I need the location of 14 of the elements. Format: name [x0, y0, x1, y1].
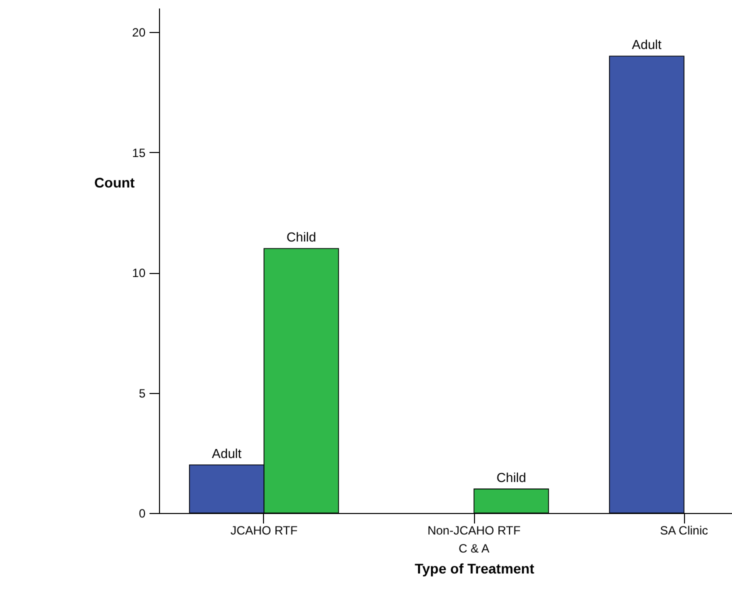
y-axis-title: Count	[94, 174, 136, 190]
x-tick-label: JCAHO RTF	[230, 524, 298, 538]
x-tick-label: SA Clinic	[660, 524, 708, 538]
y-tick-label: 15	[132, 146, 146, 160]
text: Adult	[632, 37, 662, 52]
series-label: Child	[286, 229, 316, 244]
x-axis-title: Type of Treatment	[414, 560, 535, 576]
y-tick-label: 10	[132, 266, 146, 280]
y-tick-label: 0	[138, 506, 146, 520]
text: Child	[496, 470, 526, 485]
x-tick-label: Non-JCAHO RTF C & A	[427, 524, 521, 556]
y-tick-label: 20	[132, 26, 146, 40]
series-label: Adult	[212, 446, 242, 461]
y-tick-label: 5	[138, 386, 146, 400]
